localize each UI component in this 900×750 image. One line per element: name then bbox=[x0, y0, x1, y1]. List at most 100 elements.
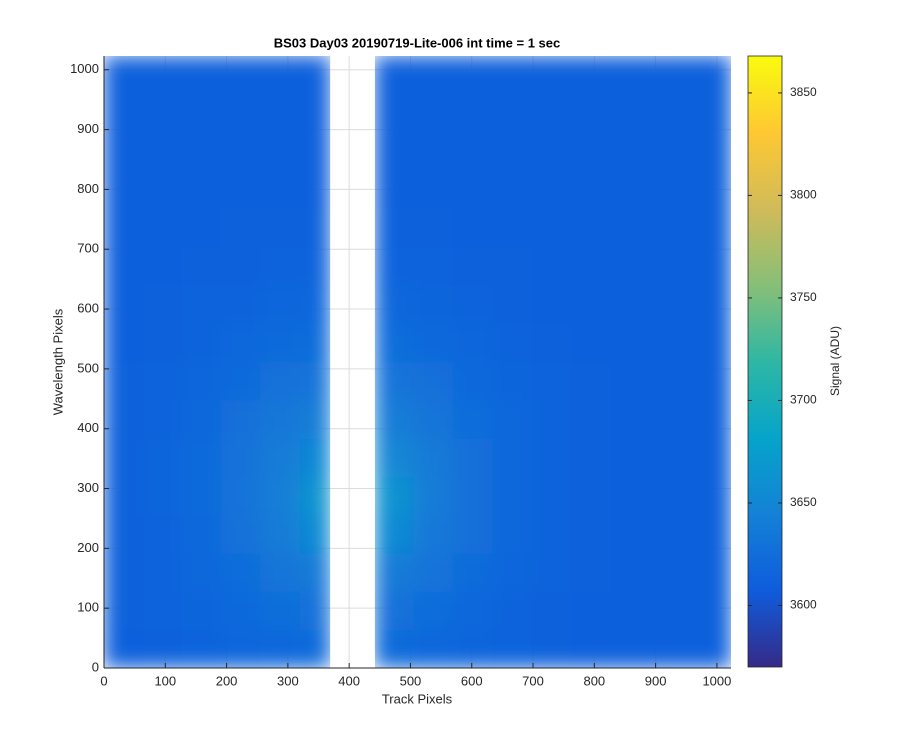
heat-cell bbox=[104, 246, 144, 286]
heat-cell bbox=[570, 361, 611, 401]
heat-cell bbox=[413, 169, 454, 210]
colorbar-tick-label: 3850 bbox=[790, 85, 817, 99]
heat-cell bbox=[413, 590, 454, 631]
heat-cell bbox=[531, 322, 572, 363]
heat-cell bbox=[142, 56, 183, 95]
heat-cell bbox=[181, 476, 223, 516]
heat-cell bbox=[688, 629, 731, 668]
heat-cell bbox=[181, 208, 223, 248]
image-part bbox=[104, 56, 331, 668]
heat-cell bbox=[648, 629, 690, 668]
heat-cell bbox=[609, 361, 650, 401]
heat-cell bbox=[452, 590, 494, 631]
heat-cell bbox=[413, 399, 454, 439]
heat-cell bbox=[221, 246, 262, 286]
heat-cell bbox=[260, 208, 301, 248]
heat-cell bbox=[260, 629, 301, 668]
heat-cell bbox=[609, 246, 650, 286]
y-tick-label: 1000 bbox=[70, 61, 99, 76]
heat-cell bbox=[609, 437, 650, 478]
heat-cell bbox=[299, 93, 331, 133]
heat-cell bbox=[374, 246, 415, 286]
heat-cell bbox=[688, 437, 731, 478]
heat-cell bbox=[688, 246, 731, 286]
colorbar-tick-label: 3750 bbox=[790, 290, 817, 304]
heat-cell bbox=[531, 476, 572, 516]
heat-cell bbox=[374, 514, 415, 554]
heat-cell bbox=[181, 514, 223, 554]
x-tick-label: 900 bbox=[645, 673, 667, 688]
colorbar-tick-label: 3600 bbox=[790, 598, 817, 612]
y-tick-label: 200 bbox=[77, 540, 99, 555]
heat-cell bbox=[104, 169, 144, 210]
x-tick-label: 1000 bbox=[702, 673, 731, 688]
heat-cell bbox=[609, 552, 650, 592]
heat-cell bbox=[531, 93, 572, 133]
x-tick-label: 0 bbox=[100, 673, 107, 688]
heat-cell bbox=[492, 552, 533, 592]
heat-cell bbox=[492, 208, 533, 248]
heat-cell bbox=[570, 246, 611, 286]
heat-cell bbox=[374, 169, 415, 210]
heat-cell bbox=[648, 476, 690, 516]
heat-cell bbox=[531, 552, 572, 592]
heat-cell bbox=[260, 476, 301, 516]
heat-cell bbox=[492, 590, 533, 631]
y-tick-label: 0 bbox=[92, 659, 99, 674]
heat-cell bbox=[492, 629, 533, 668]
heat-cell bbox=[299, 208, 331, 248]
y-tick-label: 900 bbox=[77, 121, 99, 136]
heat-cell bbox=[221, 93, 262, 133]
heat-cell bbox=[648, 322, 690, 363]
heat-cell bbox=[142, 552, 183, 592]
heat-cell bbox=[688, 476, 731, 516]
heat-cell bbox=[181, 552, 223, 592]
heat-cell bbox=[181, 629, 223, 668]
heat-cell bbox=[452, 322, 494, 363]
heat-cell bbox=[452, 361, 494, 401]
heat-cell bbox=[688, 208, 731, 248]
heat-cell bbox=[609, 93, 650, 133]
heat-cell bbox=[104, 590, 144, 631]
heat-cell bbox=[260, 552, 301, 592]
heat-cell bbox=[452, 284, 494, 324]
colorbar-tick-label: 3650 bbox=[790, 495, 817, 509]
heat-cell bbox=[104, 399, 144, 439]
heat-cell bbox=[688, 399, 731, 439]
heat-cell bbox=[492, 246, 533, 286]
heat-cell bbox=[181, 169, 223, 210]
y-tick-label: 700 bbox=[77, 241, 99, 256]
heat-cell bbox=[221, 629, 262, 668]
heat-cell bbox=[648, 437, 690, 478]
heat-cell bbox=[413, 93, 454, 133]
heat-cell bbox=[104, 437, 144, 478]
heat-cell bbox=[609, 476, 650, 516]
heat-cell bbox=[181, 56, 223, 95]
heat-cell bbox=[531, 361, 572, 401]
heat-cell bbox=[648, 361, 690, 401]
heat-cell bbox=[452, 629, 494, 668]
heat-cell bbox=[142, 322, 183, 363]
heat-cell bbox=[374, 476, 415, 516]
heat-cell bbox=[570, 131, 611, 171]
heat-cell bbox=[299, 56, 331, 95]
heat-cell bbox=[374, 56, 415, 95]
heat-cell bbox=[181, 590, 223, 631]
image-part bbox=[374, 56, 731, 668]
heat-cell bbox=[413, 514, 454, 554]
heat-cell bbox=[648, 399, 690, 439]
heat-cell bbox=[104, 322, 144, 363]
heat-cell bbox=[492, 131, 533, 171]
heat-cell bbox=[452, 514, 494, 554]
heat-cell bbox=[531, 131, 572, 171]
heat-cell bbox=[374, 284, 415, 324]
heat-cell bbox=[531, 169, 572, 210]
heat-cell bbox=[181, 322, 223, 363]
heat-cell bbox=[260, 131, 301, 171]
x-tick-label: 300 bbox=[277, 673, 299, 688]
heat-cell bbox=[570, 208, 611, 248]
heat-cell bbox=[374, 629, 415, 668]
heat-cell bbox=[492, 284, 533, 324]
x-tick-label: 400 bbox=[338, 673, 360, 688]
